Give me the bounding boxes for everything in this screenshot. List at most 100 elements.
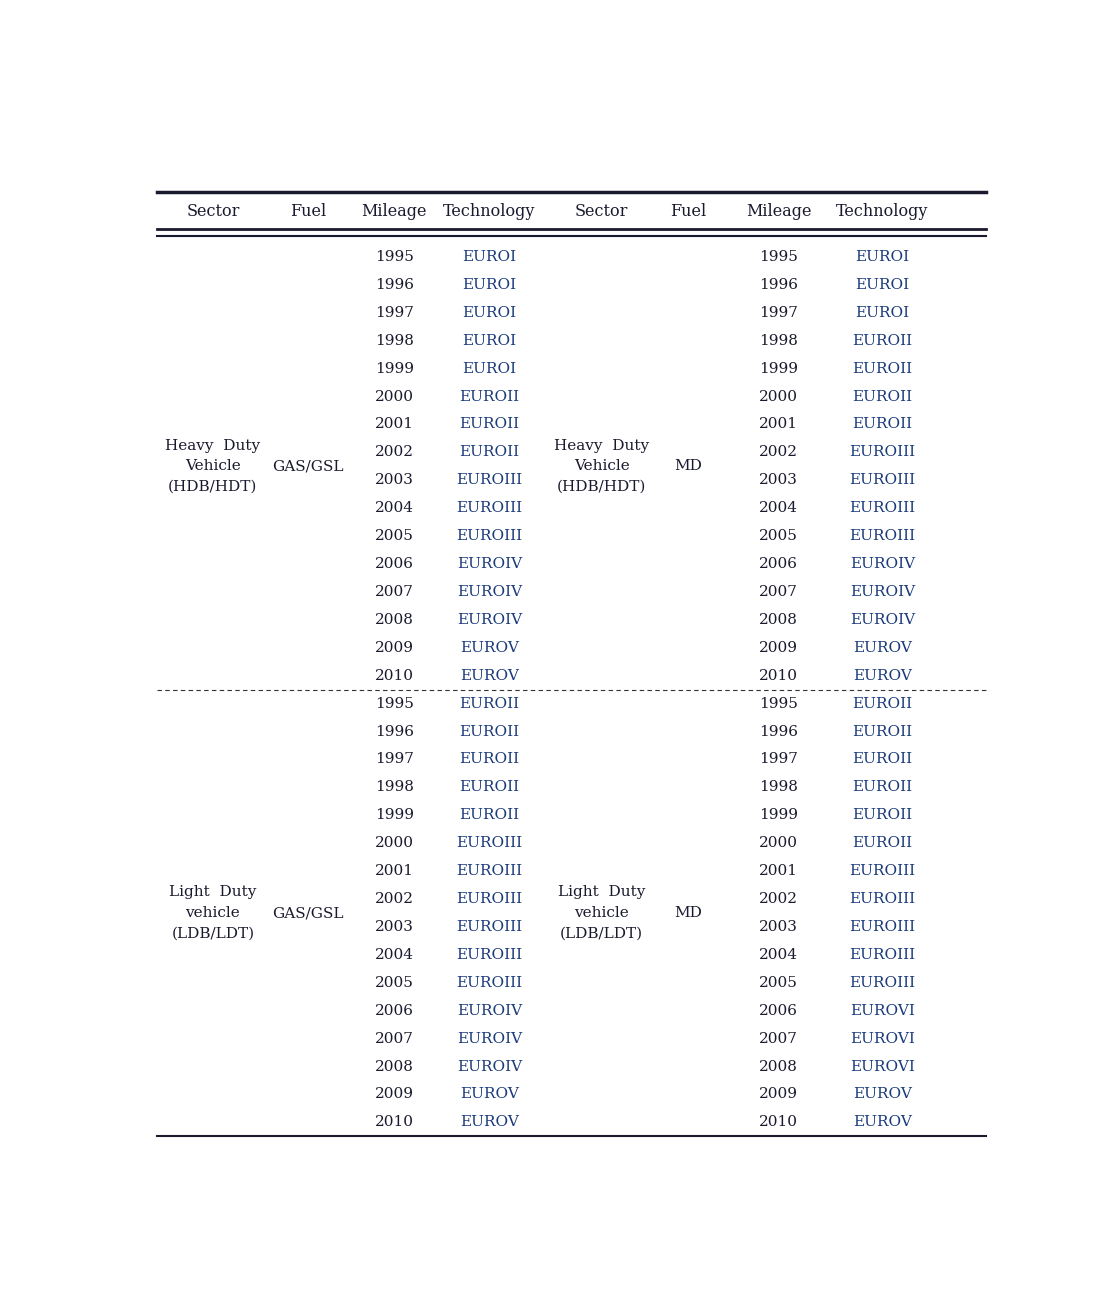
Text: 1995: 1995 — [759, 697, 798, 711]
Text: 1997: 1997 — [375, 305, 414, 320]
Text: 2003: 2003 — [759, 920, 798, 934]
Text: 2006: 2006 — [375, 557, 414, 572]
Text: Light  Duty
vehicle
(LDB/LDT): Light Duty vehicle (LDB/LDT) — [558, 885, 646, 941]
Text: EUROIV: EUROIV — [457, 1032, 522, 1045]
Text: EUROIII: EUROIII — [456, 837, 523, 851]
Text: EUROIII: EUROIII — [850, 501, 915, 515]
Text: 1995: 1995 — [375, 697, 414, 711]
Text: 1999: 1999 — [375, 361, 414, 376]
Text: 2000: 2000 — [375, 837, 414, 851]
Text: EUROII: EUROII — [853, 361, 912, 376]
Text: 2007: 2007 — [375, 585, 414, 599]
Text: EUROVI: EUROVI — [850, 1060, 915, 1074]
Text: 2010: 2010 — [375, 1116, 414, 1129]
Text: 2005: 2005 — [759, 976, 798, 989]
Text: EUROIII: EUROIII — [456, 501, 523, 515]
Text: 1998: 1998 — [375, 334, 414, 347]
Text: MD: MD — [675, 459, 702, 474]
Text: EUROI: EUROI — [463, 278, 516, 292]
Text: EUROIV: EUROIV — [850, 613, 915, 626]
Text: EUROII: EUROII — [853, 697, 912, 711]
Text: 2008: 2008 — [375, 1060, 414, 1074]
Text: EUROII: EUROII — [853, 808, 912, 822]
Text: EUROII: EUROII — [459, 697, 520, 711]
Text: EUROI: EUROI — [463, 305, 516, 320]
Text: 2004: 2004 — [375, 501, 414, 515]
Text: 2000: 2000 — [759, 390, 798, 403]
Text: 1999: 1999 — [759, 808, 798, 822]
Text: 2006: 2006 — [375, 1004, 414, 1018]
Text: EUROV: EUROV — [853, 641, 912, 655]
Text: EUROIV: EUROIV — [457, 557, 522, 572]
Text: EUROII: EUROII — [853, 780, 912, 795]
Text: 1995: 1995 — [375, 251, 414, 264]
Text: EUROII: EUROII — [853, 390, 912, 403]
Text: EUROIV: EUROIV — [457, 613, 522, 626]
Text: MD: MD — [675, 906, 702, 920]
Text: EUROIII: EUROIII — [850, 445, 915, 459]
Text: EUROIII: EUROIII — [850, 976, 915, 989]
Text: 1999: 1999 — [759, 361, 798, 376]
Text: 2005: 2005 — [375, 976, 414, 989]
Text: 1997: 1997 — [759, 753, 798, 766]
Text: 2003: 2003 — [375, 474, 414, 487]
Text: 2003: 2003 — [759, 474, 798, 487]
Text: EUROII: EUROII — [459, 780, 520, 795]
Text: 2003: 2003 — [375, 920, 414, 934]
Text: 1996: 1996 — [375, 278, 414, 292]
Text: EUROIII: EUROIII — [456, 976, 523, 989]
Text: EUROIII: EUROIII — [456, 920, 523, 934]
Text: EUROI: EUROI — [463, 361, 516, 376]
Text: EUROVI: EUROVI — [850, 1032, 915, 1045]
Text: EUROIII: EUROIII — [850, 864, 915, 878]
Text: 2010: 2010 — [759, 668, 798, 683]
Text: EUROIII: EUROIII — [850, 474, 915, 487]
Text: Sector: Sector — [575, 204, 629, 221]
Text: 2004: 2004 — [375, 947, 414, 962]
Text: 2008: 2008 — [375, 613, 414, 626]
Text: EUROIII: EUROIII — [456, 947, 523, 962]
Text: EUROIII: EUROIII — [850, 529, 915, 543]
Text: 2001: 2001 — [759, 418, 798, 432]
Text: 2001: 2001 — [375, 864, 414, 878]
Text: 2010: 2010 — [759, 1116, 798, 1129]
Text: EUROIII: EUROIII — [850, 893, 915, 906]
Text: 2009: 2009 — [375, 641, 414, 655]
Text: 1997: 1997 — [759, 305, 798, 320]
Text: Sector: Sector — [186, 204, 240, 221]
Text: EUROII: EUROII — [459, 418, 520, 432]
Text: 2002: 2002 — [759, 893, 798, 906]
Text: 1998: 1998 — [759, 334, 798, 347]
Text: EUROIV: EUROIV — [457, 585, 522, 599]
Text: 2007: 2007 — [759, 1032, 798, 1045]
Text: Fuel: Fuel — [290, 204, 326, 221]
Text: EUROII: EUROII — [459, 753, 520, 766]
Text: EUROV: EUROV — [459, 668, 518, 683]
Text: 2009: 2009 — [375, 1087, 414, 1101]
Text: EUROII: EUROII — [853, 334, 912, 347]
Text: EUROII: EUROII — [459, 808, 520, 822]
Text: EUROII: EUROII — [853, 724, 912, 739]
Text: 1995: 1995 — [759, 251, 798, 264]
Text: EUROI: EUROI — [463, 334, 516, 347]
Text: GAS/GSL: GAS/GSL — [272, 906, 343, 920]
Text: EUROIII: EUROIII — [456, 474, 523, 487]
Text: GAS/GSL: GAS/GSL — [272, 459, 343, 474]
Text: 1997: 1997 — [375, 753, 414, 766]
Text: Technology: Technology — [443, 204, 535, 221]
Text: EUROVI: EUROVI — [850, 1004, 915, 1018]
Text: EUROI: EUROI — [855, 278, 910, 292]
Text: EUROI: EUROI — [855, 251, 910, 264]
Text: 2004: 2004 — [759, 947, 798, 962]
Text: Heavy  Duty
Vehicle
(HDB/HDT): Heavy Duty Vehicle (HDB/HDT) — [554, 438, 649, 495]
Text: Mileage: Mileage — [361, 204, 427, 221]
Text: 1999: 1999 — [375, 808, 414, 822]
Text: EUROIV: EUROIV — [457, 1004, 522, 1018]
Text: EUROI: EUROI — [855, 305, 910, 320]
Text: EUROIV: EUROIV — [850, 585, 915, 599]
Text: EUROIII: EUROIII — [850, 920, 915, 934]
Text: Mileage: Mileage — [746, 204, 812, 221]
Text: 2009: 2009 — [759, 1087, 798, 1101]
Text: 2006: 2006 — [759, 1004, 798, 1018]
Text: 2009: 2009 — [759, 641, 798, 655]
